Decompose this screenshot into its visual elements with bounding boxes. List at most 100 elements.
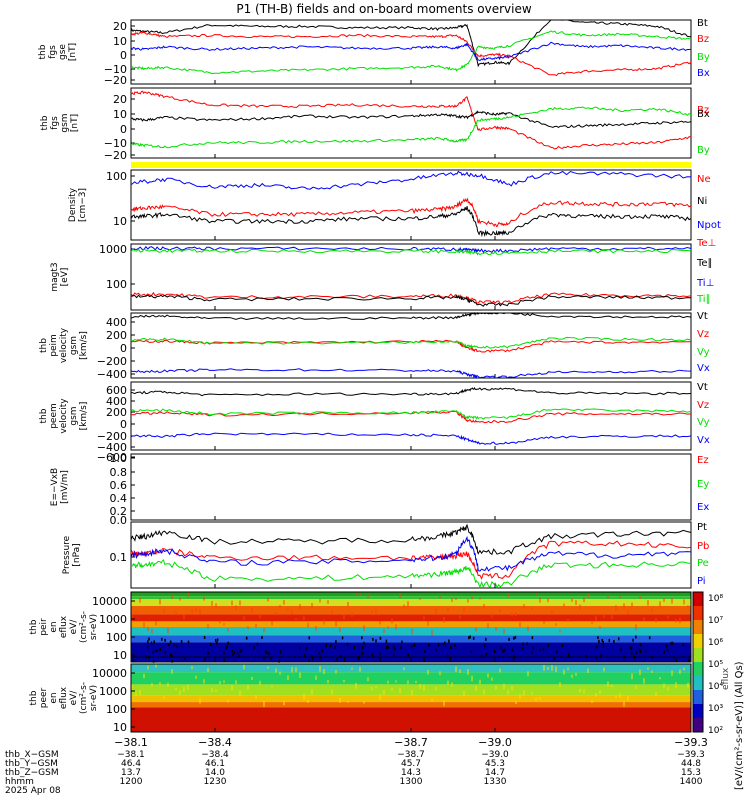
spectrogram-noise [675,658,678,662]
spectrogram-noise [493,650,496,654]
spectrogram-texture [443,616,445,623]
y-tick-label: 0.6 [110,479,128,492]
y-tick-label: 10 [113,649,127,662]
y-tick-label: 0.1 [110,551,128,564]
spectrogram-texture [179,597,181,601]
ephemeris-value: 1200 [120,777,143,787]
spectrogram-noise [361,652,364,656]
spectrogram-noise [363,641,365,645]
spectrogram-band [131,596,691,599]
spectrogram-noise [608,639,611,643]
panel-frame [130,453,692,521]
y-tick-label: 400 [106,316,127,329]
spectrogram-noise [183,656,186,660]
spectrogram-texture [559,682,561,687]
spectrogram-texture [363,701,365,704]
spectrogram-texture [631,673,633,680]
ephemeris-value: 45.3 [485,759,505,769]
spectrogram-noise [635,651,638,655]
spectrogram-texture [187,592,189,599]
spectrogram-noise [216,641,218,645]
spectrogram-noise [334,645,336,649]
spectrogram-texture [595,692,597,697]
spectrogram-texture [571,674,573,678]
series-Pt [130,523,692,556]
spectrogram-noise [240,649,242,653]
spectrogram-noise [469,635,471,639]
spectrogram-noise [305,646,308,650]
plot-date: 2025 Apr 08 [5,786,61,796]
spectrogram-texture [347,700,349,703]
spectrogram-texture [383,628,385,633]
y-tick-label: 10000 [92,667,127,680]
spectrogram-texture [211,600,213,606]
ephemeris-value: 45.7 [401,759,421,769]
legend-Vy: Vy [697,417,710,428]
y-axis-label: eflux [59,615,69,638]
spectrogram-noise [513,636,515,640]
spectrogram-noise [542,647,545,651]
spectrogram-texture [459,615,461,619]
spectrogram-noise [214,639,217,643]
spectrogram-texture [343,614,345,620]
spectrogram-texture [223,623,225,626]
spectrogram-texture [411,628,413,635]
spectrogram-texture [391,618,393,624]
spectrogram-noise [597,636,599,640]
colorbar-frame [692,591,704,733]
spectrogram-noise [448,639,450,643]
ephemeris-value: −39.0 [481,750,509,760]
spectrogram-texture [271,621,273,626]
colorbar-tick-label: 10⁶ [708,638,723,648]
spectrogram-texture [287,675,289,681]
spectrogram-noise [648,636,651,640]
spectrogram-noise [319,656,321,660]
spectrogram-texture [567,618,569,622]
y-tick-label: −400 [97,441,127,454]
spectrogram-texture [403,667,405,670]
spectrogram-texture [351,612,353,617]
spectrogram-texture [395,624,397,630]
ephemeris-value: 14.7 [485,768,505,778]
spectrogram-texture [219,681,221,685]
spectrogram-noise [236,651,239,655]
spectrogram-texture [555,623,557,626]
panel-frame [130,87,692,159]
spectrogram-band [131,664,691,673]
ephemeris-row-label: thb_X−GSM [5,750,59,760]
spectrogram-texture [427,669,429,675]
legend-Vx: Vx [697,363,710,374]
spectrogram-noise [598,639,600,643]
spectrogram-texture [639,669,641,676]
colorbar-segment [693,592,703,607]
spectrogram-texture [387,680,389,684]
spectrogram-texture [159,682,161,686]
spectrogram-texture [423,616,425,620]
spectrogram-texture [587,668,589,674]
series-Vz [130,339,691,353]
legend-Vt: Vt [697,382,708,393]
spectrogram-noise [223,651,225,655]
colorbar-segment [693,704,703,719]
spectrogram-noise [207,651,209,655]
spectrogram-texture [327,600,329,604]
spectrogram-texture [463,691,465,697]
spectrogram-noise [343,657,346,661]
y-tick-label: 100 [106,703,127,716]
spectrogram-texture [447,680,449,685]
legend-Ti⊥: Ti⊥ [696,278,714,289]
series-Bx [130,41,692,62]
spectrogram-texture [551,664,553,671]
spectrogram-texture [563,669,565,675]
spectrogram-texture [295,667,297,673]
spectrogram-texture [255,623,257,628]
spectrogram-texture [175,611,177,614]
x-tick-label: −39.0 [478,736,512,749]
panel-peem_velocity: thb peem velocity gsm [km/s] 6004002000−200−4… [39,381,710,464]
spectrogram-texture [579,688,581,693]
panel-temperature: magt3 [eV] 1000 100 Te⊥ Te∥ Ti⊥ Ti∥ [50,238,716,311]
spectrogram-texture [395,680,397,683]
spectrogram-texture [599,690,601,694]
y-axis-label: [nT] [70,114,80,132]
